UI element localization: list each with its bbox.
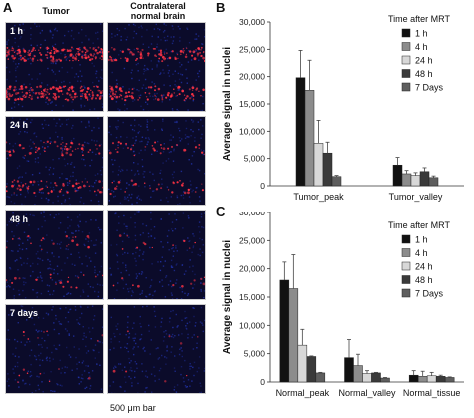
bar [419,171,430,187]
normal-column-header: Contralateral normal brain [108,1,208,21]
legend-title: Time after MRT [388,220,451,230]
legend-label: 4 h [415,42,428,52]
legend-label: 48 h [415,69,433,79]
micrograph-tile: 7 days [5,304,104,394]
bar [304,90,315,187]
legend-swatch [401,248,411,257]
scale-bar [114,394,136,397]
normal-column-header-line2: normal brain [130,11,186,21]
micrograph-tile [107,22,206,112]
bar [392,164,403,187]
chart-c: 0 5,000 10,000 15,000 20,000 25,000 30,000 Aver… [222,212,464,398]
legend-label: 48 h [415,275,433,285]
legend-swatch [401,42,411,51]
bar [371,372,381,383]
y-tick-label: 30,000 [239,17,265,27]
bar [362,373,372,383]
bar [428,177,439,187]
legend-title: Time after MRT [388,14,451,24]
micrograph-tile [107,304,206,394]
scale-bar-label: 500 μm bar [110,403,156,413]
y-tick-label: 15,000 [239,292,265,302]
bar [295,77,306,187]
y-axis-label: Average signal in nuclei [222,240,233,354]
category-label: Tumor_peak [293,192,344,202]
chart-b: 0 5,000 10,000 15,000 20,000 25,000 30,000 Aver… [222,14,464,202]
micrograph-tile [107,210,206,300]
legend-swatch [401,275,411,284]
y-tick-label: 20,000 [239,72,265,82]
bar [322,152,333,187]
y-tick-label: 0 [260,181,265,191]
legend-label: 24 h [415,56,433,66]
micrograph-tile: 24 h [5,116,104,206]
bar [380,377,390,383]
bar [417,376,428,383]
y-tick-label: 10,000 [239,126,265,136]
bar [435,376,446,383]
category-label: Normal_peak [276,388,330,398]
bar [279,279,290,383]
legend-label: 7 Days [415,289,444,299]
panel-b-letter: B [216,0,226,15]
micrograph-tile: 48 h [5,210,104,300]
tumor-column-header: Tumor [42,6,70,16]
legend-label: 1 h [415,29,428,39]
bar [331,176,342,187]
category-label: Normal_valley [338,388,396,398]
micrograph-tile: 1 h [5,22,104,112]
normal-column-header-line1: Contralateral [130,1,186,11]
legend-label: 1 h [415,235,428,245]
y-tick-label: 0 [260,377,265,387]
legend-label: 4 h [415,248,428,258]
bar [297,344,308,383]
bar [315,372,326,383]
micrograph-tile [107,116,206,206]
category-label: Normal_tissue [403,388,461,398]
timepoint-label: 7 days [10,308,39,318]
legend-label: 7 Days [415,83,444,93]
panel-c-letter: C [216,204,226,219]
y-tick-label: 15,000 [239,99,265,109]
bar [306,356,317,383]
y-axis-label: Average signal in nuclei [222,47,233,161]
legend-swatch [401,288,411,298]
bar [353,365,363,383]
legend-swatch [401,261,411,271]
legend-swatch [401,82,411,92]
bar [410,175,421,187]
y-tick-label: 20,000 [239,264,265,274]
panel-a-letter: A [3,0,13,15]
legend-swatch [401,28,411,38]
y-tick-label: 5,000 [244,349,266,359]
timepoint-label: 48 h [10,214,29,224]
bar [344,357,354,383]
legend-label: 24 h [415,262,433,272]
timepoint-label: 1 h [10,26,24,36]
bar [401,173,412,187]
y-tick-label: 10,000 [239,320,265,330]
bar [444,377,455,383]
timepoint-label: 24 h [10,120,29,130]
y-tick-label: 5,000 [244,154,266,164]
bar [426,375,437,383]
legend-swatch [401,69,411,78]
y-tick-label: 25,000 [239,44,265,54]
y-tick-label: 30,000 [239,212,265,217]
category-label: Tumor_valley [389,192,443,202]
bar [408,374,419,383]
bar [288,288,299,383]
y-tick-label: 25,000 [239,235,265,245]
bar [313,143,324,187]
legend-swatch [401,55,411,65]
legend-swatch [401,234,411,244]
